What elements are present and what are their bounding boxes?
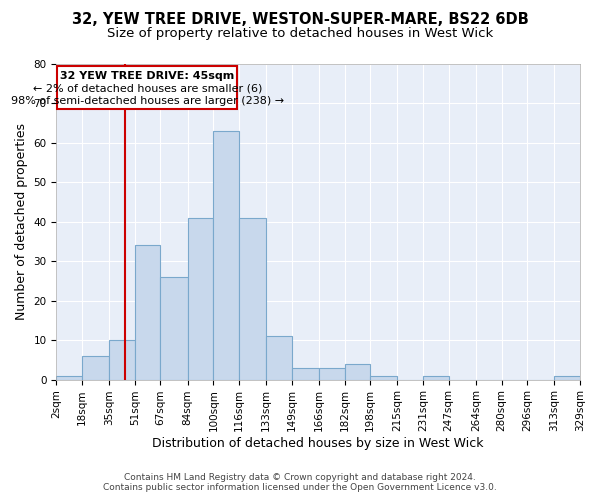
Bar xyxy=(319,368,344,380)
Bar xyxy=(214,131,239,380)
Bar xyxy=(370,376,397,380)
Text: 98% of semi-detached houses are larger (238) →: 98% of semi-detached houses are larger (… xyxy=(11,96,284,106)
Bar xyxy=(135,246,160,380)
Text: 32 YEW TREE DRIVE: 45sqm: 32 YEW TREE DRIVE: 45sqm xyxy=(60,70,235,81)
Bar xyxy=(82,356,109,380)
Bar xyxy=(160,277,188,380)
Text: Contains HM Land Registry data © Crown copyright and database right 2024.
Contai: Contains HM Land Registry data © Crown c… xyxy=(103,473,497,492)
Bar xyxy=(344,364,370,380)
X-axis label: Distribution of detached houses by size in West Wick: Distribution of detached houses by size … xyxy=(152,437,484,450)
Bar xyxy=(188,218,214,380)
Bar xyxy=(266,336,292,380)
Text: Size of property relative to detached houses in West Wick: Size of property relative to detached ho… xyxy=(107,28,493,40)
Bar xyxy=(109,340,135,380)
Y-axis label: Number of detached properties: Number of detached properties xyxy=(15,124,28,320)
Text: ← 2% of detached houses are smaller (6): ← 2% of detached houses are smaller (6) xyxy=(32,83,262,93)
Bar xyxy=(554,376,580,380)
Bar xyxy=(56,376,82,380)
FancyBboxPatch shape xyxy=(57,66,238,110)
Bar xyxy=(423,376,449,380)
Bar xyxy=(292,368,319,380)
Text: 32, YEW TREE DRIVE, WESTON-SUPER-MARE, BS22 6DB: 32, YEW TREE DRIVE, WESTON-SUPER-MARE, B… xyxy=(71,12,529,28)
Bar xyxy=(239,218,266,380)
